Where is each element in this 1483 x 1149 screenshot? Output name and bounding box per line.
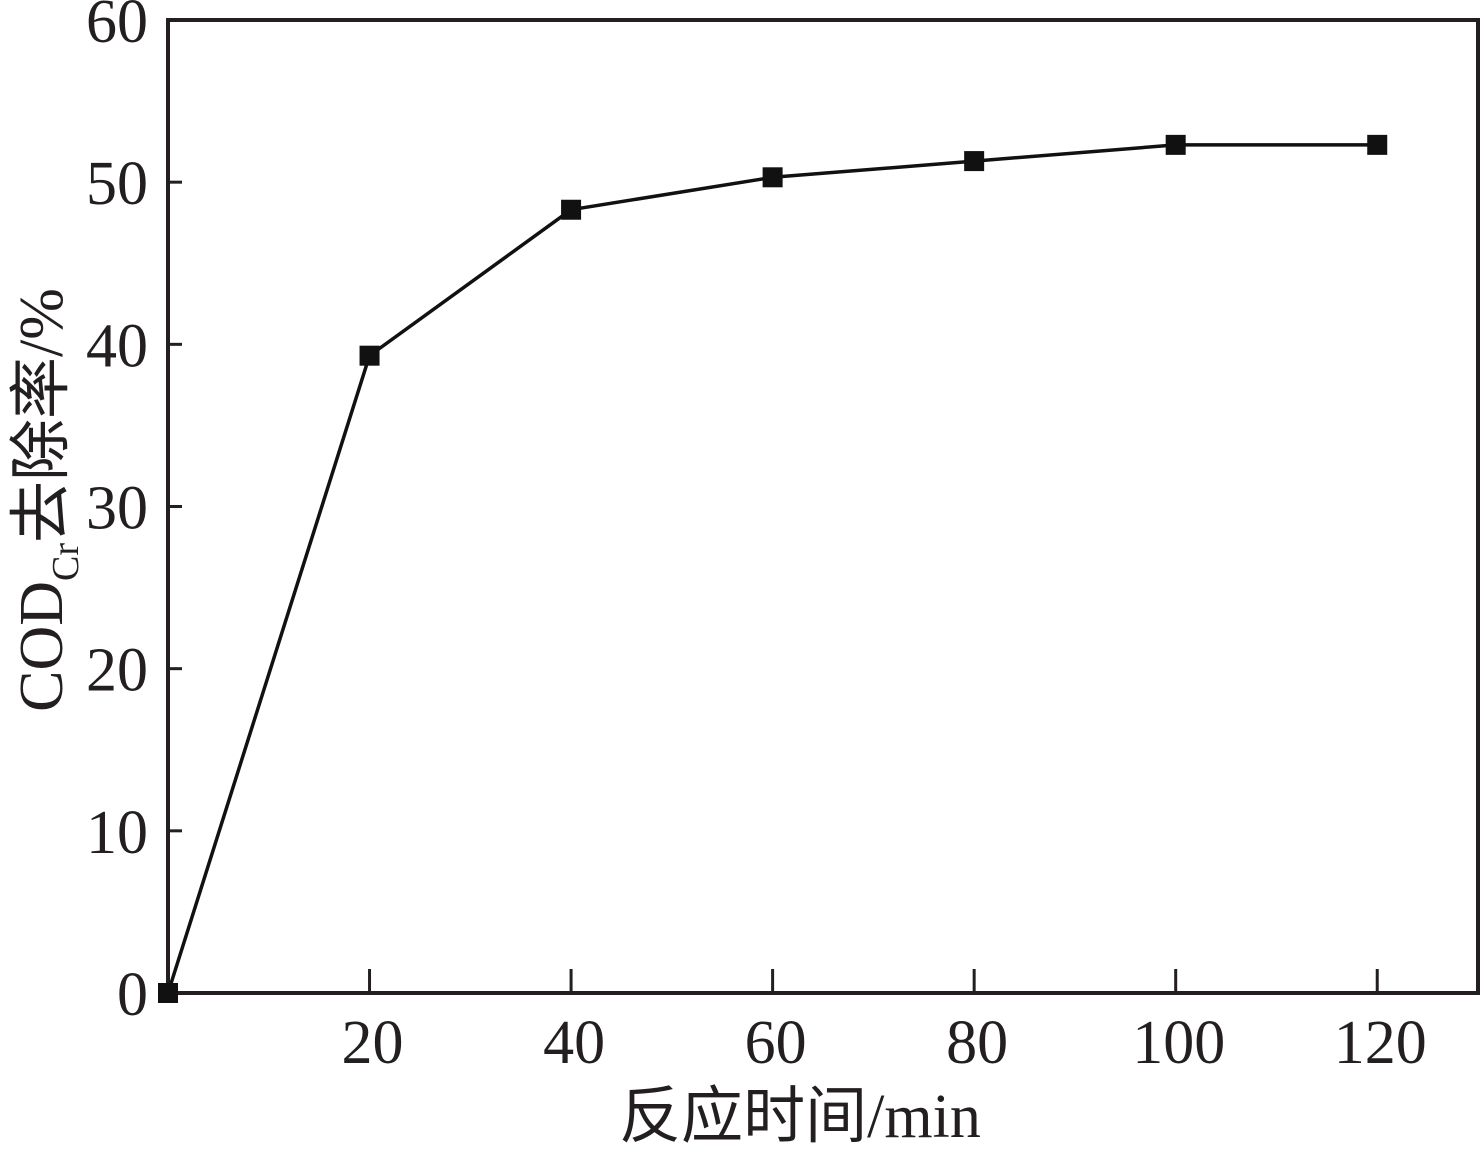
series-layer xyxy=(158,134,1388,1003)
data-point xyxy=(964,151,985,172)
y-axis-title: CODCr去除率/% xyxy=(8,288,87,712)
y-tick-label: 30 xyxy=(86,475,148,543)
x-tick-label: 100 xyxy=(1132,1009,1225,1077)
x-tick-label: 80 xyxy=(946,1009,1008,1077)
y-axis-title-main: COD xyxy=(8,581,76,712)
y-axis-title-subscript: Cr xyxy=(45,543,87,581)
y-tick-label: 0 xyxy=(117,961,148,1029)
x-tick-label: 20 xyxy=(342,1009,404,1077)
y-axis: 0 10 20 30 40 50 60 xyxy=(86,0,182,1029)
data-point xyxy=(359,345,380,366)
plot-frame xyxy=(166,18,1480,995)
x-tick-label: 40 xyxy=(543,1009,605,1077)
data-point xyxy=(158,983,178,1003)
series-line xyxy=(166,143,1378,994)
y-tick-label: 40 xyxy=(86,312,148,380)
data-point xyxy=(1367,134,1388,155)
y-axis-title-suffix: 去除率/% xyxy=(8,288,76,543)
y-tick-label: 60 xyxy=(86,0,148,56)
y-tick-label: 50 xyxy=(86,150,148,218)
x-axis-title: 反应时间/min xyxy=(619,1083,981,1144)
data-point xyxy=(561,199,582,220)
x-tick-label: 120 xyxy=(1334,1009,1427,1077)
y-tick-label: 20 xyxy=(86,637,148,705)
data-point xyxy=(762,167,783,188)
data-point xyxy=(1165,134,1186,155)
x-tick-label: 60 xyxy=(745,1009,807,1077)
y-tick-label: 10 xyxy=(86,799,148,867)
x-axis: 20 40 60 80 100 120 xyxy=(342,969,1427,1077)
